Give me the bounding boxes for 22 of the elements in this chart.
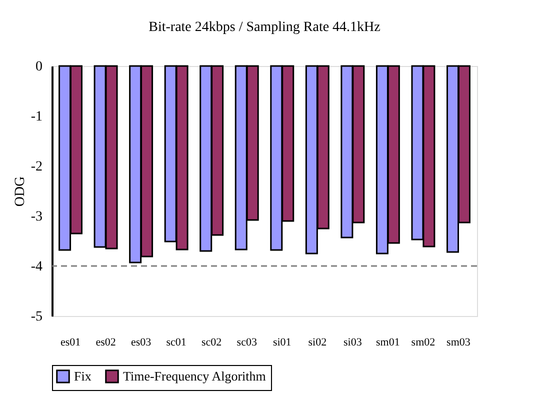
y-tick-label: -3 — [30, 210, 42, 224]
x-tick-label: sm01 — [376, 336, 400, 348]
y-axis-title: ODG — [12, 176, 28, 207]
y-tick-label: -4 — [30, 260, 42, 274]
y-tick-label: 0 — [36, 60, 42, 74]
x-tick-label: es03 — [130, 336, 152, 348]
x-tick-label: es01 — [60, 336, 81, 348]
x-tick-label: sc02 — [202, 336, 222, 348]
x-tick-label: sm02 — [411, 336, 436, 348]
chart-title: Bit-rate 24kbps / Sampling Rate 44.1kHz — [148, 20, 380, 35]
y-tick-label: -2 — [30, 160, 42, 174]
x-tick-label: sm03 — [446, 336, 471, 348]
x-tick-label: sc03 — [236, 336, 258, 348]
x-tick-label: si02 — [308, 336, 327, 348]
legend-label: Fix — [74, 368, 92, 384]
legend-label: Time-Frequency Algorithm — [123, 368, 266, 384]
y-tick-label: -5 — [30, 310, 42, 324]
x-tick-label: sc01 — [166, 336, 186, 348]
y-tick-label: -1 — [30, 110, 42, 124]
x-tick-label: es02 — [96, 336, 116, 348]
x-tick-label: si03 — [344, 336, 362, 348]
x-tick-label: si01 — [272, 336, 292, 348]
